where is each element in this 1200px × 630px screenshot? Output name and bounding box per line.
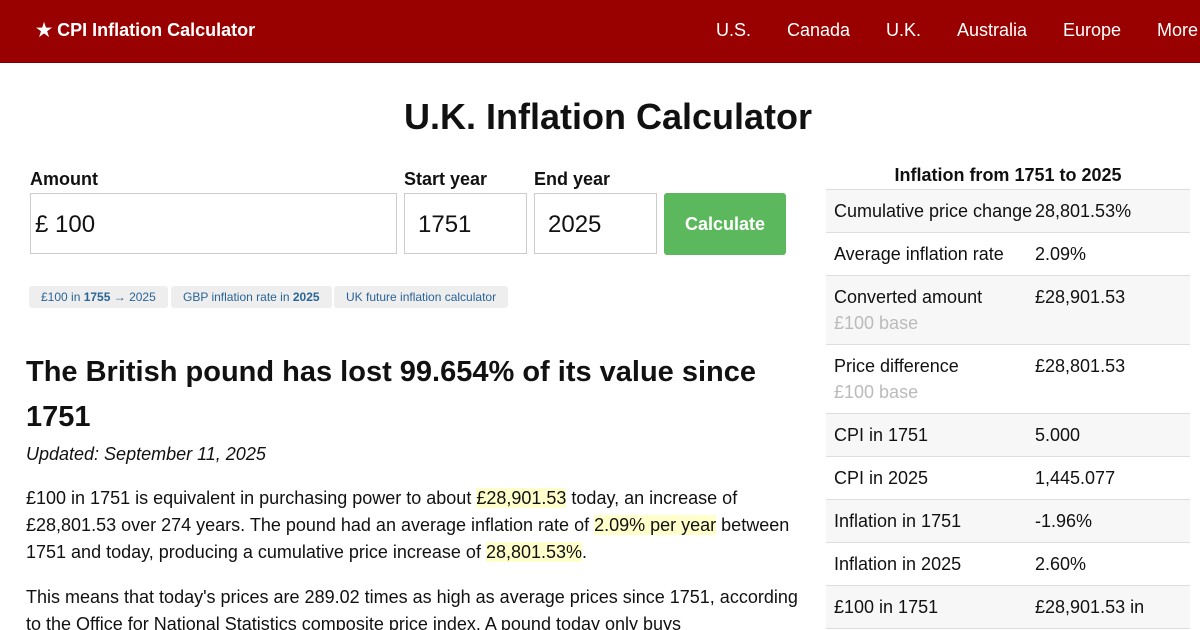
row-value: 1,445.077 [1035, 468, 1116, 488]
amount-value: 100 [55, 211, 96, 238]
highlight: £28,901.53 [476, 488, 567, 508]
row-label-cell: CPI in 2025 [834, 465, 1035, 491]
logo[interactable]: ★ CPI Inflation Calculator [36, 20, 256, 40]
tag-text: 1755 [83, 290, 111, 304]
tag-text: 2025 [292, 290, 320, 304]
row-label-cell: Inflation in 2025 [834, 551, 1035, 577]
row-label-cell: CPI in 1751 [834, 422, 1035, 448]
text: today, an increase of £28,801.53 over 27… [26, 488, 738, 535]
highlight: 2.09% per year [594, 515, 717, 535]
tag-text: UK future inflation calculator [346, 290, 497, 304]
paragraph: This means that today's prices are 289.0… [26, 584, 801, 630]
amount-input[interactable]: £ 100 [30, 193, 397, 254]
summary-table: Inflation from 1751 to 2025 Cumulative p… [826, 162, 1190, 629]
amount-label: Amount [30, 169, 98, 189]
row-label: Cumulative price change [834, 201, 1033, 221]
article: The British pound has lost 99.654% of it… [26, 350, 801, 630]
table-row: Inflation in 1751 -1.96% [826, 500, 1190, 543]
row-label-cell: Inflation in 1751 [834, 508, 1035, 534]
row-label: Converted amount [834, 287, 983, 307]
paragraph: £100 in 1751 is equivalent in purchasing… [26, 485, 801, 566]
calculate-button[interactable]: Calculate [664, 193, 786, 255]
text: £100 in 1751 is equivalent in purchasing… [26, 488, 477, 508]
nav-link[interactable]: Australia [957, 20, 1028, 40]
page-title: U.K. Inflation Calculator [403, 96, 813, 137]
tag-link[interactable]: £100 in 1755 → 2025 [29, 286, 168, 308]
row-value: 2.60% [1035, 554, 1087, 574]
text: between 1751 and today, producing a cumu… [26, 515, 790, 562]
row-label: Average inflation rate [834, 244, 1004, 264]
nav-link[interactable]: Canada [787, 20, 851, 40]
tag-text: → 2025 [110, 290, 156, 304]
row-note: £100 base [834, 313, 919, 333]
nav-link[interactable]: More [1157, 20, 1199, 40]
nav-link[interactable]: U.S. [716, 20, 752, 40]
table-row: Converted amount £100 base £28,901.53 [826, 276, 1190, 345]
row-label-cell: Average inflation rate [834, 241, 1035, 267]
text: This means that today's prices are 289.0… [26, 587, 798, 630]
row-value: 2.09% [1035, 244, 1087, 264]
row-value: £28,901.53 [1035, 287, 1126, 307]
row-label: Price difference [834, 356, 959, 376]
tag-text: GBP inflation rate in [183, 290, 293, 304]
row-label: Inflation in 1751 [834, 511, 962, 531]
row-value: 5.000 [1035, 425, 1081, 445]
start-label: Start year [404, 169, 488, 189]
table-row: Average inflation rate 2.09% [826, 233, 1190, 276]
row-label: £100 in 1751 [834, 597, 939, 617]
highlight: 28,801.53% [485, 542, 583, 562]
table-row: £100 in 1751 £28,901.53 in [826, 586, 1190, 629]
tag-link[interactable]: GBP inflation rate in 2025 [171, 286, 332, 308]
nav-link[interactable]: U.K. [886, 20, 922, 40]
row-label: CPI in 1751 [834, 425, 929, 445]
table-row: CPI in 2025 1,445.077 [826, 457, 1190, 500]
end-input[interactable]: 2025 [534, 193, 657, 254]
tag-text: £100 in [41, 290, 84, 304]
table-body: Cumulative price change 28,801.53% Average… [826, 190, 1190, 629]
heading: The British pound has lost 99.654% of it… [26, 356, 757, 433]
top-bar: ★ CPI Inflation Calculator U.S. Canada U… [0, 0, 1200, 63]
table-row: Price difference £100 base £28,801.53 [826, 345, 1190, 414]
row-value: £28,901.53 in [1035, 597, 1145, 617]
text: . [582, 542, 588, 562]
table-row: CPI in 1751 5.000 [826, 414, 1190, 457]
row-value: £28,801.53 [1035, 356, 1126, 376]
table-row: Cumulative price change 28,801.53% [826, 190, 1190, 233]
start-input[interactable]: 1751 [404, 193, 527, 254]
tag-link[interactable]: UK future inflation calculator [334, 286, 509, 308]
row-label: Inflation in 2025 [834, 554, 962, 574]
row-value: 28,801.53% [1035, 201, 1132, 221]
updated: Updated: September 11, 2025 [26, 444, 266, 464]
row-label-cell: Cumulative price change [834, 198, 1035, 224]
row-label: CPI in 2025 [834, 468, 929, 488]
table-row: Inflation in 2025 2.60% [826, 543, 1190, 586]
end-label: End year [534, 169, 611, 189]
table-title: Inflation from 1751 to 2025 [826, 162, 1190, 190]
currency: £ [35, 211, 49, 238]
row-label-cell: Price difference £100 base [834, 353, 1035, 405]
row-label-cell: £100 in 1751 [834, 594, 1035, 620]
nav-link[interactable]: Europe [1063, 20, 1122, 40]
row-label-cell: Converted amount £100 base [834, 284, 1035, 336]
row-note: £100 base [834, 382, 919, 402]
row-value: -1.96% [1035, 511, 1093, 531]
